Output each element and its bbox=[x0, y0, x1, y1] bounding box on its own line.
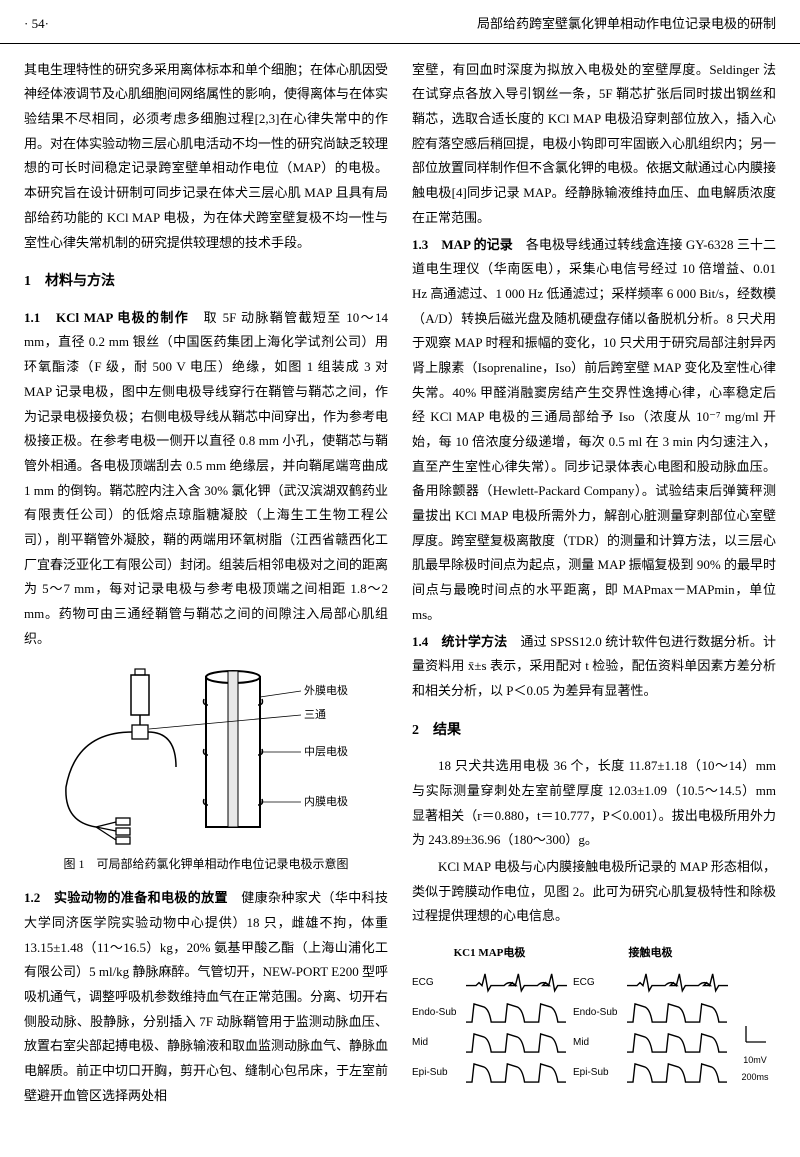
left-column: 其电生理特性的研究多采用离体标本和单个细胞；在体心肌因受神经体液调节及心肌细胞间… bbox=[24, 58, 388, 1111]
fig2-trace-svg bbox=[466, 1000, 567, 1026]
fig2-trace-row: ECG bbox=[573, 970, 728, 996]
sub-1-2-text: 健康杂种家犬（华中科技大学同济医学院实验动物中心提供）18 只，雌雄不拘，体重 … bbox=[24, 890, 388, 1103]
fig1-label-inner: 内膜电极 bbox=[304, 794, 348, 808]
fig2-trace-row: Endo-Sub bbox=[412, 1000, 567, 1026]
page-number: · 54· bbox=[24, 12, 49, 37]
subsection-1-4: 1.4 统计学方法 通过 SPSS12.0 统计软件包进行数据分析。计量资料用 … bbox=[412, 630, 776, 704]
fig2-trace-label: ECG bbox=[573, 973, 627, 992]
sub-1-3-label: 1.3 MAP 的记录 bbox=[412, 237, 513, 252]
fig2-trace-svg bbox=[627, 1060, 728, 1086]
fig2-trace-label: Mid bbox=[573, 1033, 627, 1052]
fig2-trace-row: Epi-Sub bbox=[412, 1060, 567, 1086]
fig2-trace-svg bbox=[627, 1000, 728, 1026]
sub-1-1-label: 1.1 KCl MAP 电极的制作 bbox=[24, 310, 189, 325]
fig2-left-panel: KC1 MAP电极 ECG Endo-Sub Mid Epi-Sub bbox=[412, 943, 567, 1090]
intro-paragraph: 其电生理特性的研究多采用离体标本和单个细胞；在体心肌因受神经体液调节及心肌细胞间… bbox=[24, 58, 388, 256]
fig2-trace-svg bbox=[466, 970, 567, 996]
fig2-right-title: 接触电极 bbox=[573, 943, 728, 964]
figure-1: 外膜电极 三通 中层电极 内膜电极 图 1 可局部给药氯化钾单相动作电位记录电极… bbox=[24, 667, 388, 876]
two-column-layout: 其电生理特性的研究多采用离体标本和单个细胞；在体心肌因受神经体液调节及心肌细胞间… bbox=[0, 58, 800, 1111]
fig2-trace-row: Epi-Sub bbox=[573, 1060, 728, 1086]
fig1-label-outer: 外膜电极 bbox=[304, 683, 348, 697]
results-para-1: 18 只犬共选用电极 36 个，长度 11.87±1.18（10～14）mm 与… bbox=[412, 754, 776, 853]
subsection-1-3: 1.3 MAP 的记录 各电极导线通过转线盒连接 GY-6328 三十二道电生理… bbox=[412, 233, 776, 628]
fig2-trace-row: ECG bbox=[412, 970, 567, 996]
figure-1-caption: 图 1 可局部给药氯化钾单相动作电位记录电极示意图 bbox=[24, 853, 388, 876]
running-title: 局部给药跨室壁氯化钾单相动作电位记录电极的研制 bbox=[477, 12, 776, 37]
fig2-scale: 10mV 200ms bbox=[734, 943, 776, 1090]
continuation-para: 室壁，有回血时深度为拟放入电极处的室壁厚度。Seldinger 法在试穿点各放入… bbox=[412, 58, 776, 231]
section-1-title: 1 材料与方法 bbox=[24, 269, 388, 296]
right-column: 室壁，有回血时深度为拟放入电极处的室壁厚度。Seldinger 法在试穿点各放入… bbox=[412, 58, 776, 1111]
sub-1-3-text: 各电极导线通过转线盒连接 GY-6328 三十二道电生理仪（华南医电），采集心电… bbox=[412, 237, 776, 622]
fig1-label-mid: 中层电极 bbox=[304, 744, 348, 758]
subsection-1-2: 1.2 实验动物的准备和电极的放置 健康杂种家犬（华中科技大学同济医学院实验动物… bbox=[24, 886, 388, 1108]
page-header: · 54· 局部给药跨室壁氯化钾单相动作电位记录电极的研制 bbox=[0, 0, 800, 44]
fig2-trace-svg bbox=[627, 1030, 728, 1056]
fig2-trace-svg bbox=[627, 970, 728, 996]
section-2-title: 2 结果 bbox=[412, 718, 776, 745]
figure-2: KC1 MAP电极 ECG Endo-Sub Mid Epi-Sub 接触电极 ECG… bbox=[412, 943, 776, 1090]
fig2-trace-row: Endo-Sub bbox=[573, 1000, 728, 1026]
fig2-trace-svg bbox=[466, 1060, 567, 1086]
sub-1-2-label: 1.2 实验动物的准备和电极的放置 bbox=[24, 890, 228, 905]
figure-1-svg: 外膜电极 三通 中层电极 内膜电极 bbox=[46, 667, 366, 847]
fig2-trace-label: Epi-Sub bbox=[573, 1063, 627, 1082]
fig2-scale-h: 200ms bbox=[741, 1069, 768, 1086]
subsection-1-1: 1.1 KCl MAP 电极的制作 取 5F 动脉鞘管截短至 10～14 mm，… bbox=[24, 306, 388, 652]
fig2-trace-label: Epi-Sub bbox=[412, 1063, 466, 1082]
fig2-left-title: KC1 MAP电极 bbox=[412, 943, 567, 964]
fig2-right-panel: 接触电极 ECG Endo-Sub Mid Epi-Sub bbox=[573, 943, 728, 1090]
fig2-trace-label: ECG bbox=[412, 973, 466, 992]
fig2-scale-v: 10mV bbox=[743, 1052, 767, 1069]
fig2-trace-row: Mid bbox=[573, 1030, 728, 1056]
sub-1-1-text: 取 5F 动脉鞘管截短至 10～14 mm，直径 0.2 mm 银丝（中国医药集… bbox=[24, 310, 388, 646]
fig2-trace-svg bbox=[466, 1030, 567, 1056]
fig2-trace-row: Mid bbox=[412, 1030, 567, 1056]
results-para-2: KCl MAP 电极与心内膜接触电极所记录的 MAP 形态相似，类似于跨膜动作电… bbox=[412, 855, 776, 929]
fig2-trace-label: Mid bbox=[412, 1033, 466, 1052]
fig2-trace-label: Endo-Sub bbox=[573, 1003, 627, 1022]
fig1-label-threeway: 三通 bbox=[304, 708, 326, 721]
fig2-trace-label: Endo-Sub bbox=[412, 1003, 466, 1022]
sub-1-4-label: 1.4 统计学方法 bbox=[412, 634, 507, 649]
